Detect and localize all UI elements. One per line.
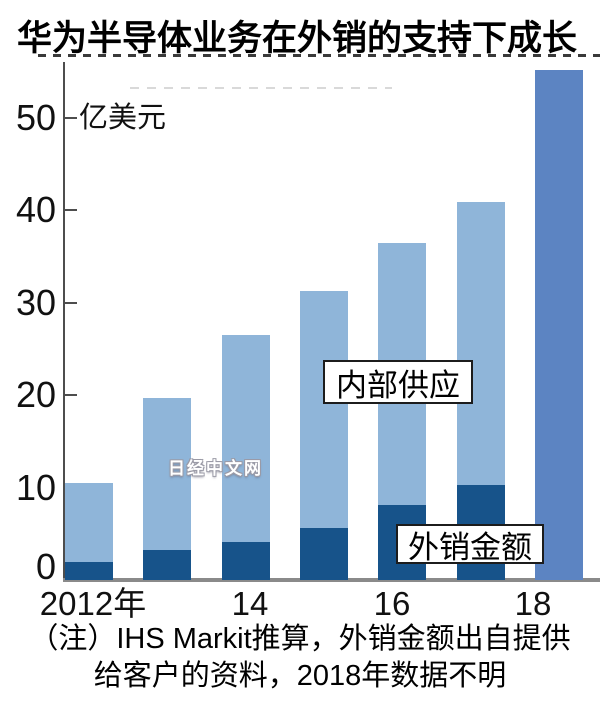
faint-dash-artifact [130,87,392,89]
external-sales-label-box: 外销金额 [396,524,544,565]
y-tick-label: 10 [15,466,56,508]
bar-segment-2013-external [143,550,191,580]
y-tick-label: 50 [15,97,56,138]
y-tick-label: 40 [15,189,56,231]
footnote-line-1: （注）IHS Markit推算，外销金额出自提供 [29,623,571,655]
x-axis-baseline [63,578,600,582]
y-tick [65,117,77,119]
y-axis-line [63,62,65,581]
x-tick-label: 18 [514,585,552,622]
bar-segment-2017-internal [457,202,505,485]
y-tick [65,209,77,212]
bar-total-2018 [535,69,583,580]
external-sales-label: 外销金额 [408,529,532,565]
bar-segment-2014-internal [222,335,270,543]
torn-edge-dotted-line [38,54,600,57]
y-tick [65,394,77,397]
internal-supply-label: 内部供应 [336,367,460,403]
footnote: （注）IHS Markit推算，外销金额出自提供 给客户的资料，2018年数据不… [0,621,600,695]
bar-segment-2015-internal [300,290,348,529]
x-tick-label: 14 [231,585,269,622]
x-tick-label: 2012年 [39,585,147,622]
bar-segment-2013-internal [143,397,191,551]
x-tick-label: 16 [373,585,411,622]
bar-segment-2012-external [65,561,113,580]
footnote-line-2: 给客户的资料，2018年数据不明 [93,660,507,692]
y-tick-label: 20 [15,374,56,416]
watermark: 日经中文网 [168,459,263,478]
y-tick-label: 30 [15,281,56,323]
bar-segment-2012-internal [65,482,113,562]
y-axis-unit-label: 亿美元 [79,102,167,134]
bar-segment-2015-external [300,528,348,580]
bar-segment-2014-external [222,542,270,580]
y-tick [65,301,77,304]
y-tick-label: 0 [35,546,56,587]
internal-supply-label-box: 内部供应 [323,360,473,404]
chart-title: 华为半导体业务在外销的支持下成长 [17,19,578,58]
